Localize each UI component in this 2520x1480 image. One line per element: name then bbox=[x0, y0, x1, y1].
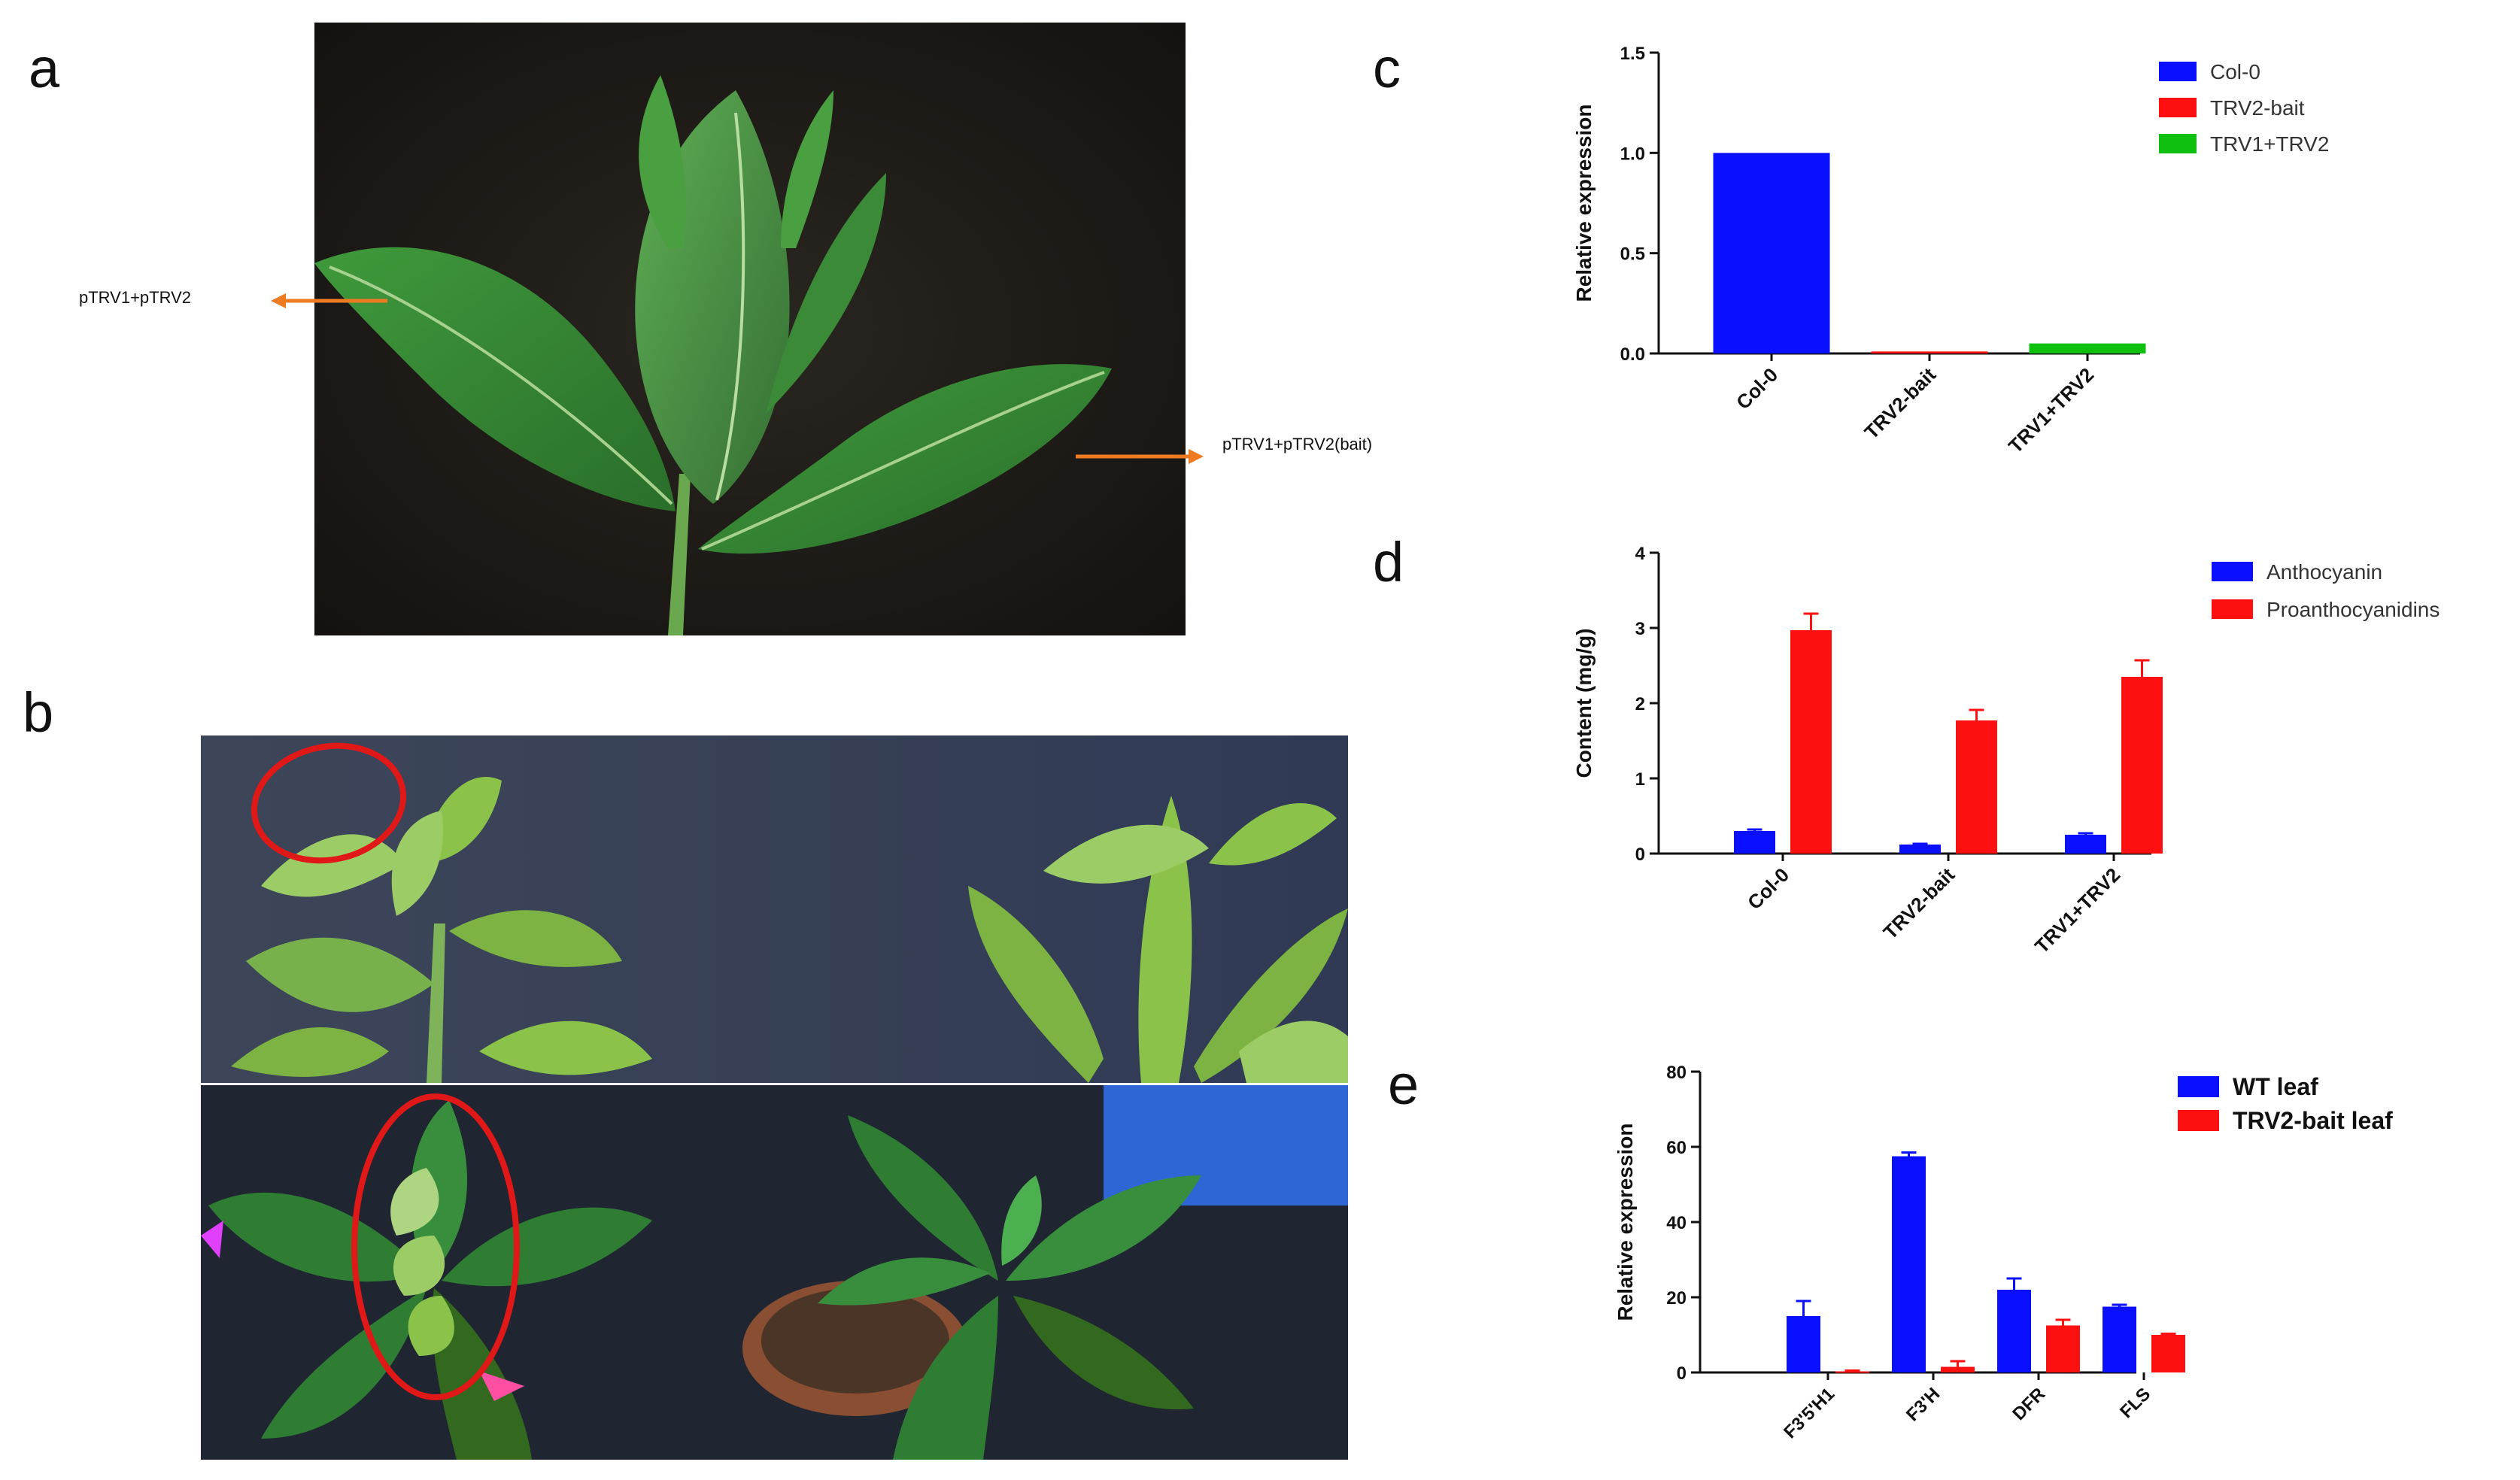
legend-label: Anthocyanin bbox=[2266, 560, 2382, 584]
bar bbox=[1956, 720, 1997, 854]
label-pTRV1-pTRV2: pTRV1+pTRV2 bbox=[79, 288, 191, 307]
y-tick-label: 2 bbox=[1635, 694, 1645, 714]
legend-swatch bbox=[2159, 98, 2197, 117]
bar bbox=[2046, 1325, 2080, 1372]
x-tick-label: TRV2-bait bbox=[1860, 363, 1941, 444]
x-tick-label: TRV1+TRV2 bbox=[2030, 863, 2124, 957]
legend-label: Col-0 bbox=[2210, 60, 2260, 83]
y-tick-label: 80 bbox=[1666, 1063, 1687, 1083]
bar bbox=[2065, 835, 2106, 854]
plant-a-illustration bbox=[314, 23, 1186, 635]
legend-label: TRV2-bait bbox=[2210, 96, 2305, 120]
y-tick-label: 0 bbox=[1677, 1363, 1687, 1384]
photo-a-plant bbox=[314, 23, 1186, 635]
panel-label-b: b bbox=[23, 681, 54, 744]
x-tick-label: DFR bbox=[2008, 1384, 2049, 1424]
arrow-right bbox=[1076, 449, 1204, 464]
bar bbox=[1997, 1290, 2031, 1372]
y-tick-label: 40 bbox=[1666, 1213, 1687, 1233]
y-tick-label: 0 bbox=[1635, 845, 1645, 865]
chart-c-relative-expression: 0.0 0.5 1.0 1.5 Relative expression Col-0 TRV2… bbox=[1572, 44, 2329, 457]
plant-b-bottom-illustration bbox=[201, 1085, 1348, 1460]
legend-swatch bbox=[2212, 599, 2253, 619]
bar bbox=[1734, 831, 1775, 854]
legend-label: WT leaf bbox=[2233, 1073, 2318, 1100]
x-tick-label: TRV1+TRV2 bbox=[2004, 363, 2098, 457]
photo-b-top bbox=[201, 735, 1348, 1083]
legend-label: TRV2-bait leaf bbox=[2233, 1107, 2393, 1134]
y-tick-label: 60 bbox=[1666, 1138, 1687, 1158]
legend-swatch bbox=[2159, 62, 2197, 81]
y-tick-label: 20 bbox=[1666, 1288, 1687, 1309]
chart-d-content: 0 1 2 3 4 Content (mg/g) Col-0 TRV2-bait TRV1+TR… bbox=[1572, 544, 2440, 957]
legend-swatch bbox=[2159, 134, 2197, 153]
photo-b-bottom bbox=[201, 1085, 1348, 1460]
legend-label: Proanthocyanidins bbox=[2266, 598, 2440, 621]
y-tick-label: 1 bbox=[1635, 769, 1645, 790]
y-axis-label: Content (mg/g) bbox=[1572, 628, 1595, 778]
y-axis-label: Relative expression bbox=[1572, 104, 1595, 302]
bar bbox=[1787, 1316, 1820, 1372]
bar bbox=[2151, 1335, 2185, 1372]
y-tick-label: 0.0 bbox=[1620, 344, 1645, 365]
highlight-circle-bottom bbox=[351, 1093, 520, 1400]
y-tick-label: 1.0 bbox=[1620, 144, 1645, 164]
panel-label-a: a bbox=[29, 37, 60, 99]
arrow-left bbox=[271, 293, 387, 308]
legend-swatch bbox=[2178, 1076, 2219, 1097]
y-tick-label: 1.5 bbox=[1620, 44, 1645, 64]
y-tick-label: 4 bbox=[1635, 544, 1646, 564]
highlight-circle-top bbox=[250, 742, 407, 864]
x-tick-label: TRV2-bait bbox=[1879, 863, 1960, 944]
x-tick-label: Col-0 bbox=[1743, 863, 1793, 914]
bar bbox=[2029, 343, 2146, 353]
legend-swatch bbox=[2212, 562, 2253, 581]
x-tick-label: FLS bbox=[2116, 1384, 2154, 1422]
panel-label-e: e bbox=[1388, 1054, 1419, 1116]
bar bbox=[2121, 677, 2163, 854]
chart-e-gene-expression: 0 20 40 60 80 Relative expression F3'5'H1 F3'H D… bbox=[1614, 1063, 2393, 1442]
bar bbox=[1941, 1366, 1975, 1372]
bar bbox=[1871, 351, 1988, 353]
x-tick-label: F3'H bbox=[1902, 1384, 1944, 1425]
label-pTRV1-pTRV2-bait: pTRV1+pTRV2(bait) bbox=[1222, 435, 1373, 453]
bar bbox=[2103, 1306, 2136, 1372]
bar bbox=[1835, 1371, 1869, 1373]
y-axis-label: Relative expression bbox=[1614, 1123, 1637, 1321]
x-tick-label: F3'5'H1 bbox=[1780, 1384, 1838, 1442]
bar bbox=[1713, 153, 1830, 354]
panel-label-c: c bbox=[1373, 37, 1401, 99]
plant-b-top-illustration bbox=[201, 735, 1348, 1083]
y-tick-label: 0.5 bbox=[1620, 244, 1645, 265]
x-tick-label: Col-0 bbox=[1732, 363, 1782, 414]
bar bbox=[1790, 630, 1832, 854]
bar bbox=[1899, 845, 1941, 854]
panel-label-d: d bbox=[1373, 531, 1404, 593]
legend-swatch bbox=[2178, 1110, 2219, 1131]
legend-label: TRV1+TRV2 bbox=[2210, 132, 2329, 156]
y-tick-label: 3 bbox=[1635, 619, 1645, 639]
bar bbox=[1892, 1156, 1926, 1372]
